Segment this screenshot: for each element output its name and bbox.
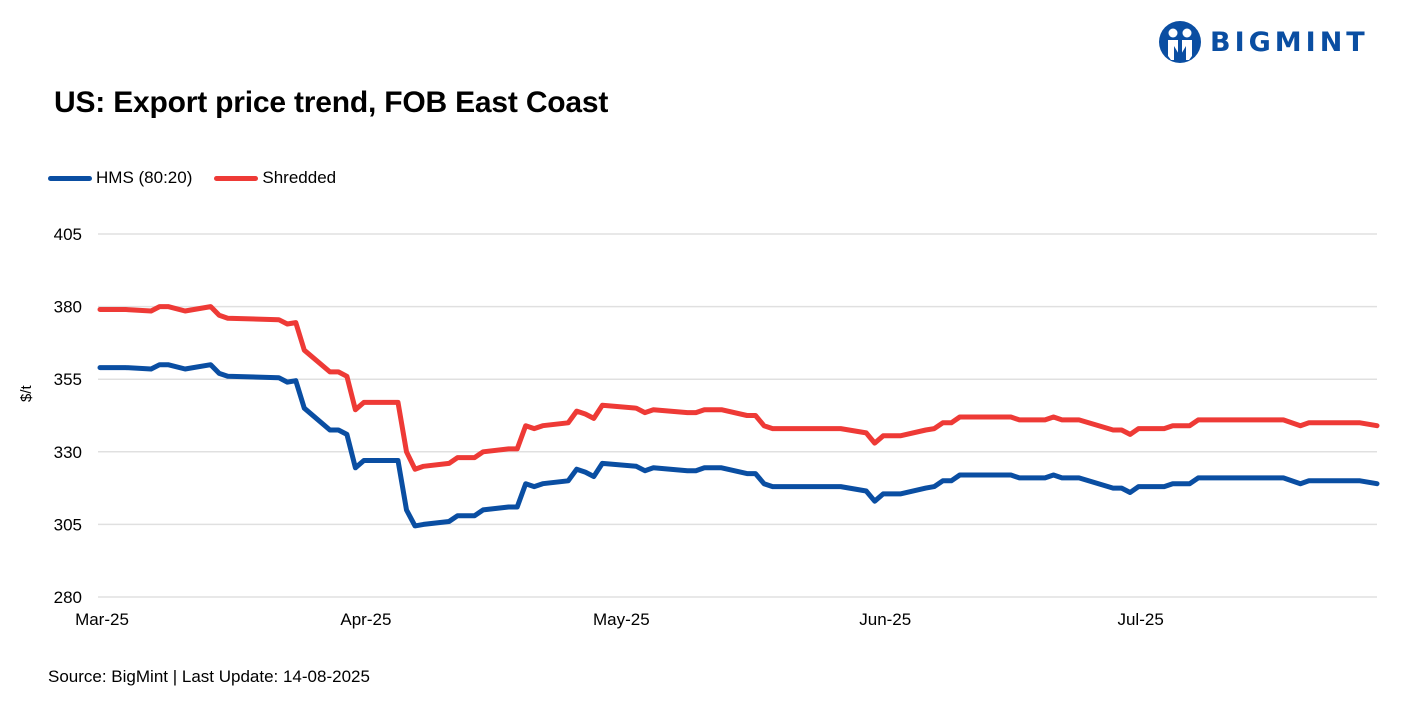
legend-item-hms[interactable]: HMS (80:20): [48, 168, 192, 188]
legend-swatch-shredded: [214, 175, 259, 181]
y-tick-label: 355: [54, 370, 82, 389]
source-note: Source: BigMint | Last Update: 14-08-202…: [48, 667, 370, 686]
legend-label-shredded: Shredded: [262, 168, 337, 187]
x-tick-label: Apr-25: [340, 610, 391, 629]
brand-logo: BIGMINT: [1158, 20, 1369, 64]
y-axis-ticks: 405 380 355 330 305 280: [54, 225, 82, 607]
series-line-hms-80-20-: [97, 362, 1380, 529]
x-tick-label: May-25: [593, 610, 650, 629]
chart-legend: HMS (80:20) Shredded: [48, 168, 358, 188]
bigmint-logo-icon: [1159, 21, 1201, 63]
y-tick-label: 305: [54, 515, 82, 534]
legend-swatch-hms: [48, 175, 92, 181]
y-tick-label: 280: [54, 588, 82, 607]
chart-title: US: Export price trend, FOB East Coast: [54, 86, 609, 119]
x-tick-label: Jun-25: [859, 610, 911, 629]
legend-label-hms: HMS (80:20): [96, 168, 193, 187]
y-tick-label: 405: [54, 225, 82, 244]
gridlines: [98, 233, 1377, 598]
x-tick-label: Jul-25: [1117, 610, 1163, 629]
logo-text: BIGMINT: [1210, 26, 1369, 58]
series-lines: [97, 304, 1380, 529]
x-tick-label: Mar-25: [75, 610, 129, 629]
series-line-shredded: [97, 304, 1380, 472]
y-tick-label: 330: [54, 443, 82, 462]
x-axis-ticks: Mar-25 Apr-25 May-25 Jun-25 Jul-25: [75, 610, 1164, 629]
legend-item-shredded[interactable]: Shredded: [214, 168, 336, 188]
y-tick-label: 380: [54, 298, 82, 317]
